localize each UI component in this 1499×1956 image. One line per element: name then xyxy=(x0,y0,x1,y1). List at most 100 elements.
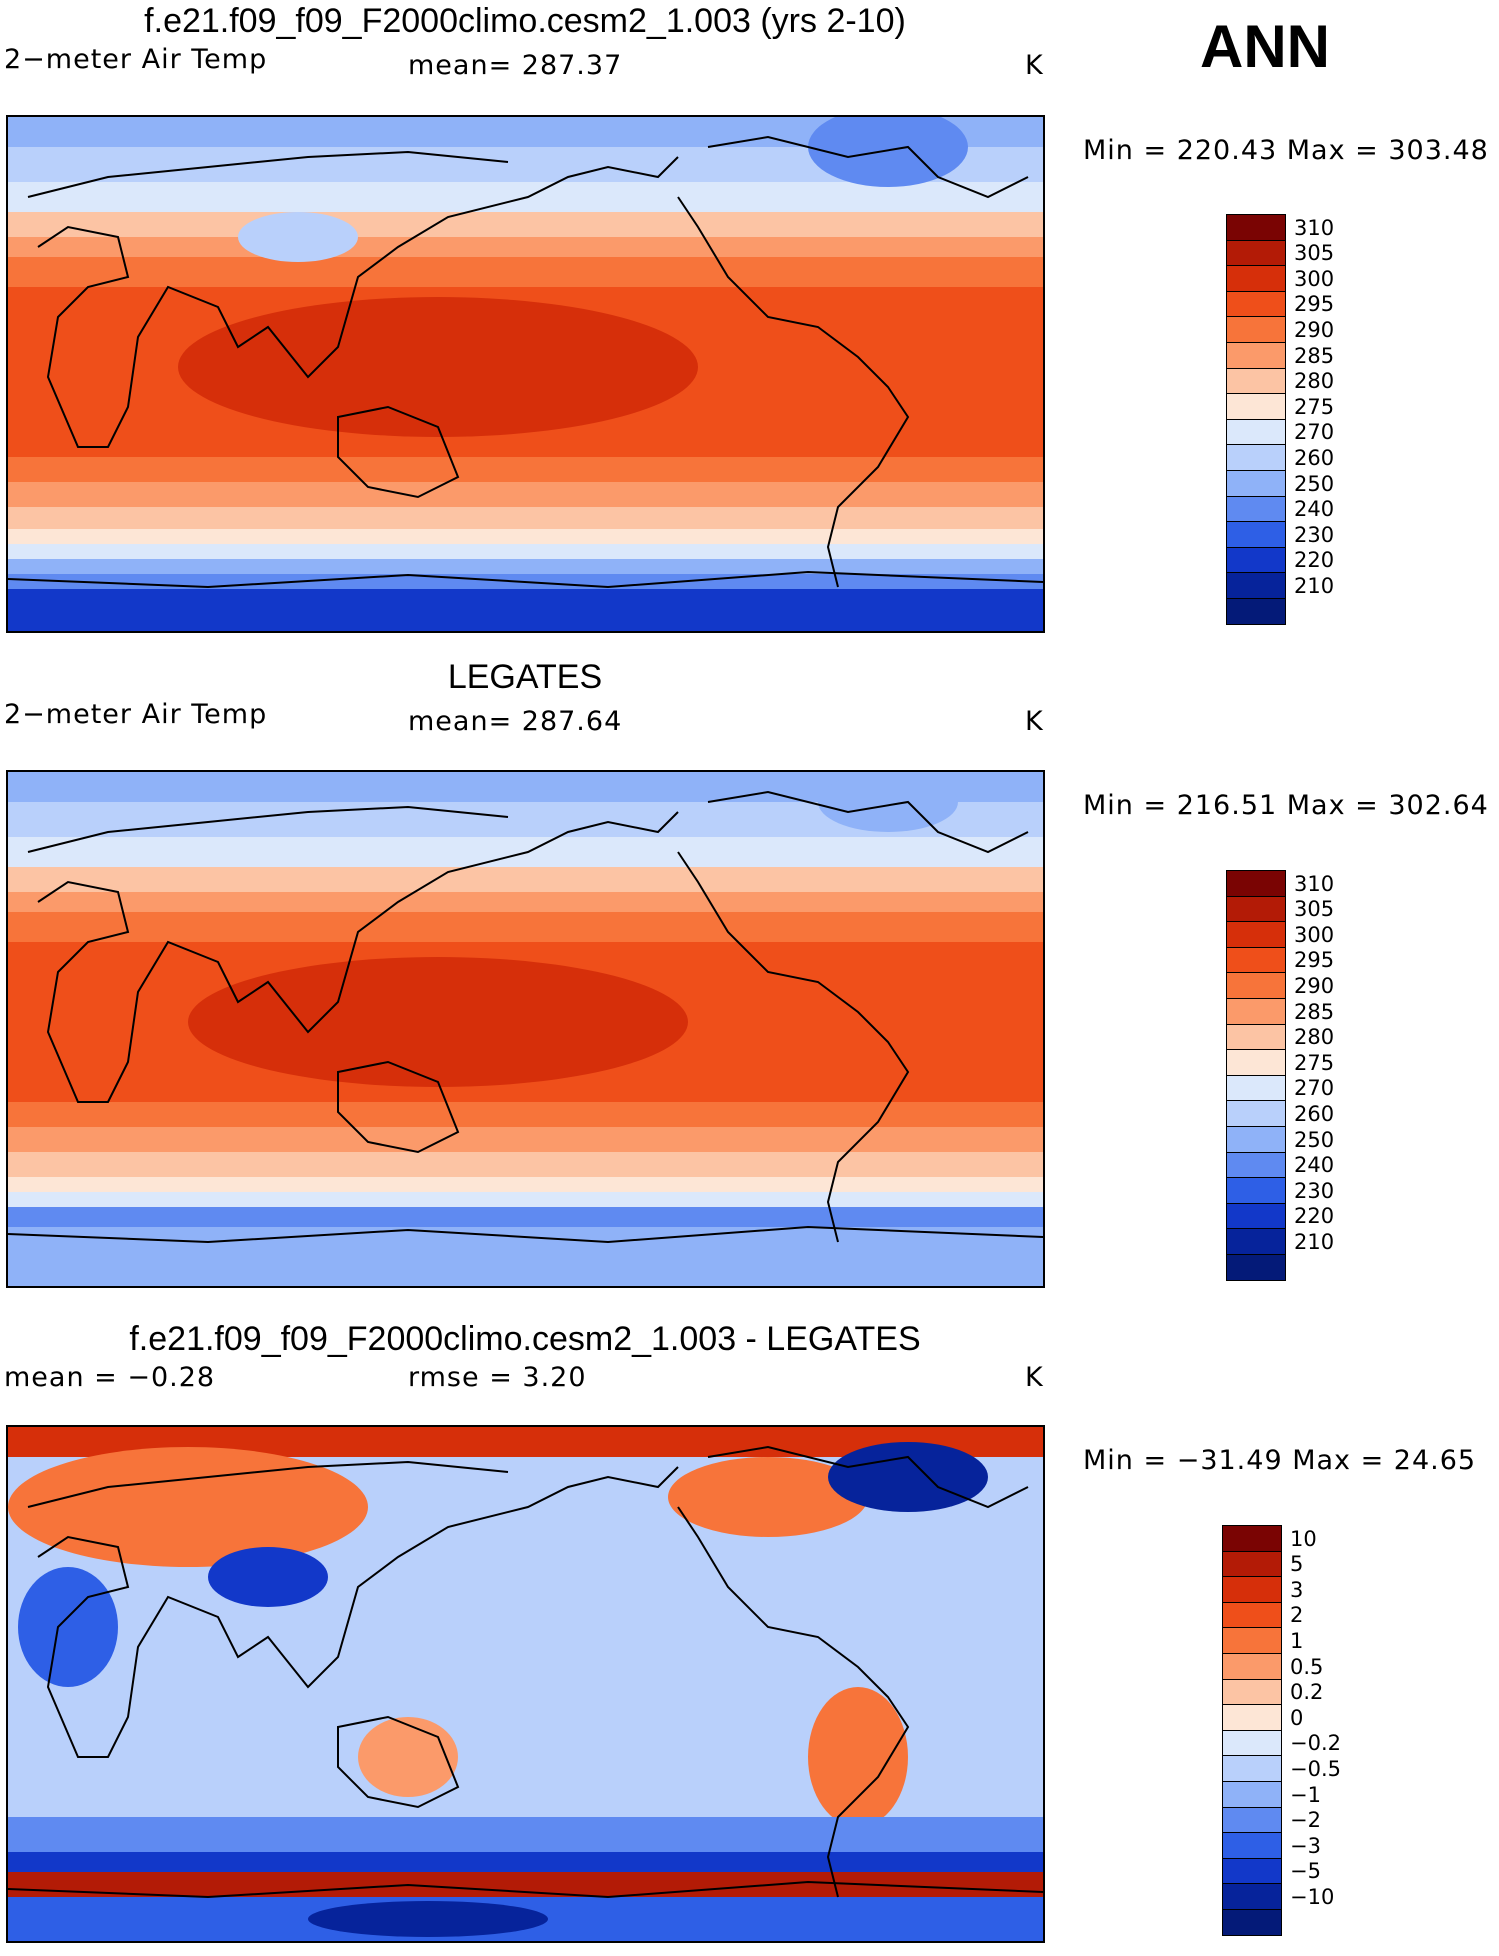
colorbar-swatch xyxy=(1226,1177,1286,1204)
colorbar-swatch xyxy=(1222,1755,1282,1782)
colorbar-tick-label: 210 xyxy=(1294,574,1335,598)
model-temperature-map xyxy=(6,115,1045,633)
units-label: K xyxy=(1025,706,1044,737)
minmax-label: Min = 216.51 Max = 302.64 xyxy=(1083,790,1489,821)
coastline-outlines xyxy=(8,790,1043,1244)
colorbar-tick-label: 310 xyxy=(1294,871,1335,896)
minmax-label: Min = 220.43 Max = 303.48 xyxy=(1083,135,1489,166)
colorbar-swatch xyxy=(1222,1550,1282,1578)
colorbar-swatch xyxy=(1222,1857,1282,1885)
colorbar-swatch xyxy=(1226,418,1286,446)
minmax-label: Min = −31.49 Max = 24.65 xyxy=(1083,1445,1477,1476)
colorbar-tick-label: 5 xyxy=(1290,1552,1304,1577)
colorbar-swatch xyxy=(1226,1254,1286,1281)
colorbar-swatch xyxy=(1226,1151,1286,1179)
difference-title: f.e21.f09_f09_F2000climo.cesm2_1.003 - L… xyxy=(129,1320,921,1358)
colorbar-swatch xyxy=(1226,1202,1286,1230)
colorbar-swatch xyxy=(1222,1576,1282,1603)
colorbar-tick-label: 280 xyxy=(1294,369,1335,394)
colorbar-tick-label: 230 xyxy=(1294,1178,1335,1203)
colorbar-tick-label: 10 xyxy=(1290,1526,1317,1551)
colorbar-tick-label: 210 xyxy=(1294,1230,1335,1254)
colorbar-tick-label: −5 xyxy=(1290,1859,1321,1884)
colorbar-tick-label: 290 xyxy=(1294,974,1335,998)
colorbar-tick-label: 295 xyxy=(1294,292,1335,317)
colorbar-tick-label: 3 xyxy=(1290,1577,1304,1602)
mean-value: mean= 287.64 xyxy=(408,706,623,737)
colorbar-swatch xyxy=(1226,444,1286,471)
colorbar-swatch xyxy=(1226,1023,1286,1051)
colorbar-tick-label: 280 xyxy=(1294,1025,1335,1050)
colorbar-tick-label: −0.2 xyxy=(1290,1731,1341,1756)
colorbar-swatch xyxy=(1226,572,1286,599)
colorbar-swatch xyxy=(1222,1806,1282,1834)
colorbar-tick-label: 240 xyxy=(1294,497,1335,522)
difference-bands xyxy=(8,1427,1043,1941)
colorbar-tick-label: 295 xyxy=(1294,948,1335,973)
mean-value: mean = −0.28 xyxy=(4,1362,216,1393)
colorbar-tick-label: 305 xyxy=(1294,897,1335,922)
colorbar-swatch xyxy=(1226,1100,1286,1127)
colorbar-tick-label: 285 xyxy=(1294,343,1335,368)
colorbar-tick-label: 270 xyxy=(1294,420,1335,445)
colorbar-swatch xyxy=(1226,1074,1286,1102)
colorbar-tick-label: 300 xyxy=(1294,922,1335,947)
colorbar-swatch xyxy=(1226,495,1286,523)
difference-map xyxy=(6,1425,1045,1943)
colorbar-swatch xyxy=(1222,1729,1282,1757)
colorbar-swatch xyxy=(1222,1525,1282,1552)
colorbar-tick-label: 270 xyxy=(1294,1076,1335,1101)
colorbar-tick-label: 260 xyxy=(1294,446,1335,470)
colorbar-tick-label: 0.5 xyxy=(1290,1654,1324,1679)
temperature-bands xyxy=(8,117,1043,631)
coastline-outlines xyxy=(8,1445,1043,1899)
colorbar-tick-label: −10 xyxy=(1290,1885,1335,1909)
colorbar-tick-label: 230 xyxy=(1294,522,1335,547)
colorbar-tick-label: 0.2 xyxy=(1290,1680,1324,1705)
colorbar-swatch xyxy=(1222,1781,1282,1808)
colorbar-tick-label: 260 xyxy=(1294,1102,1335,1126)
colorbar-swatch xyxy=(1222,1909,1282,1936)
colorbar-swatch xyxy=(1222,1678,1282,1706)
colorbar-tick-label: 310 xyxy=(1294,215,1335,240)
colorbar-swatch xyxy=(1226,521,1286,548)
colorbar-tick-label: 290 xyxy=(1294,318,1335,342)
colorbar-tick-label: 220 xyxy=(1294,548,1335,573)
colorbar-swatch xyxy=(1226,998,1286,1025)
colorbar-swatch xyxy=(1226,214,1286,241)
colorbar-tick-label: 2 xyxy=(1290,1603,1304,1628)
colorbar-tick-label: 1 xyxy=(1290,1629,1304,1653)
colorbar-tick-label: 285 xyxy=(1294,999,1335,1024)
rmse-value: rmse = 3.20 xyxy=(408,1362,587,1393)
colorbar-swatch xyxy=(1226,546,1286,574)
obs-title: LEGATES xyxy=(447,658,603,696)
colorbar-tick-label: 305 xyxy=(1294,241,1335,266)
colorbar-swatch xyxy=(1226,1049,1286,1076)
variable-label: 2−meter Air Temp xyxy=(4,699,268,730)
colorbar-tick-label: 250 xyxy=(1294,1127,1335,1152)
colorbar-tick-label: 275 xyxy=(1294,394,1335,419)
colorbar-tick-label: 300 xyxy=(1294,266,1335,291)
colorbar-swatch xyxy=(1226,972,1286,999)
colorbar-swatch xyxy=(1226,265,1286,292)
colorbar-tick-label: 240 xyxy=(1294,1153,1335,1178)
colorbar-swatch xyxy=(1222,1601,1282,1629)
model-title: f.e21.f09_f09_F2000climo.cesm2_1.003 (yr… xyxy=(144,2,906,40)
colorbar-tick-label: −1 xyxy=(1290,1782,1321,1807)
colorbar-swatch xyxy=(1222,1704,1282,1731)
colorbar-swatch xyxy=(1226,393,1286,420)
temperature-bands xyxy=(8,772,1043,1286)
units-label: K xyxy=(1025,50,1044,81)
colorbar-swatch xyxy=(1226,367,1286,395)
colorbar-swatch xyxy=(1222,1627,1282,1654)
colorbar-swatch xyxy=(1226,290,1286,318)
colorbar-swatch xyxy=(1226,598,1286,625)
colorbar-swatch xyxy=(1226,470,1286,497)
colorbar-swatch xyxy=(1226,895,1286,923)
colorbar-tick-label: 0 xyxy=(1290,1705,1304,1730)
colorbar-swatch xyxy=(1226,870,1286,897)
mean-value: mean= 287.37 xyxy=(408,50,623,81)
colorbar-tick-label: −0.5 xyxy=(1290,1757,1341,1781)
colorbar-swatch xyxy=(1226,946,1286,974)
colorbar-swatch xyxy=(1222,1653,1282,1680)
